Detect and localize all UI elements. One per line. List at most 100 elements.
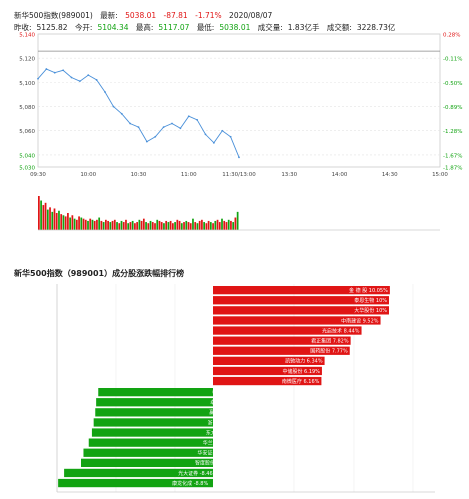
volume-bar xyxy=(93,220,96,230)
volume-bar xyxy=(100,220,103,230)
price-point xyxy=(238,156,240,159)
volume-bar xyxy=(216,219,219,230)
volume-bar xyxy=(109,222,112,230)
gainer-label: 凯驰动力 6.34% xyxy=(285,358,323,365)
volume-bar xyxy=(196,223,199,230)
gainer-label: 泰恩生物 10% xyxy=(354,297,387,304)
x-tick: 10:30 xyxy=(131,172,147,178)
volume-bar xyxy=(225,222,228,230)
volume-bar xyxy=(44,202,47,230)
volume-bar xyxy=(127,223,130,230)
volume-bar xyxy=(91,219,94,230)
gainer-label: 南微医疗 6.16% xyxy=(282,378,320,385)
price-point xyxy=(196,118,199,121)
volume-bar xyxy=(223,220,226,230)
volume-bar xyxy=(180,223,183,230)
volume-bar xyxy=(192,218,194,230)
volume-bar xyxy=(51,211,54,230)
volume-bar xyxy=(71,215,74,230)
loser-label: 赢牌科技 -6.69% xyxy=(209,409,249,416)
prev-close-label: 昨收: xyxy=(14,23,32,32)
y-tick-right: -0.89% xyxy=(443,105,462,111)
price-point xyxy=(70,76,73,79)
volume-bar xyxy=(156,219,159,230)
gainer-label: 金 德 股 10.05% xyxy=(349,287,388,294)
x-tick: 11:00 xyxy=(181,172,197,178)
loser-bar xyxy=(58,478,214,488)
volume-bar xyxy=(84,219,87,230)
x-tick: 13:30 xyxy=(281,172,297,178)
volume-bar xyxy=(58,210,60,230)
gainer-bar xyxy=(213,296,389,305)
gainer-bar xyxy=(213,366,322,376)
latest-value: 5038.01 xyxy=(125,11,157,20)
volume-bar xyxy=(163,223,165,230)
price-point xyxy=(95,79,98,81)
price-point xyxy=(37,77,39,80)
volume-bar xyxy=(205,223,208,230)
loser-bar xyxy=(81,458,213,467)
gainer-label: 国药股份 7.77% xyxy=(310,348,348,355)
volume-bar xyxy=(178,220,181,230)
volume-bar xyxy=(75,219,78,230)
x-tick: 10:00 xyxy=(80,172,96,178)
gainer-bar xyxy=(213,346,350,355)
volume-bar xyxy=(234,217,237,230)
x-tick: 14:30 xyxy=(382,172,398,178)
volume-bar xyxy=(120,220,123,230)
gainer-bar xyxy=(213,356,325,365)
price-point xyxy=(112,105,115,108)
volume-bar xyxy=(64,216,67,230)
latest-label: 最新: xyxy=(100,11,118,20)
loser-bar xyxy=(88,438,213,447)
prev-close-value: 5125.82 xyxy=(36,23,68,32)
plot-frame xyxy=(37,33,441,168)
volume-label: 成交量: xyxy=(257,23,283,32)
volume-bar xyxy=(53,208,56,230)
volume-bar xyxy=(172,223,174,230)
volume-bar xyxy=(212,223,214,230)
loser-label: 中国船舶 -6.52% xyxy=(212,389,252,396)
volume-bar xyxy=(60,214,63,230)
volume-bar xyxy=(122,222,125,230)
volume-bar xyxy=(118,223,121,230)
volume-bar xyxy=(40,200,42,230)
volume-bar xyxy=(151,222,154,230)
y-tick-left: 5,120 xyxy=(19,57,35,63)
price-point xyxy=(212,141,215,144)
loser-label: 卓胜微 -6.64% xyxy=(210,399,245,406)
price-point xyxy=(137,126,140,128)
y-tick-right: 0.28% xyxy=(443,33,460,39)
volume-bar xyxy=(96,219,98,230)
change-value: -87.81 xyxy=(163,11,188,20)
gainer-label: 大华股份 10% xyxy=(354,307,387,314)
volume-bar xyxy=(138,219,141,230)
price-point xyxy=(53,71,56,74)
price-point xyxy=(145,140,148,143)
ranking-chart: 金 德 股 10.05% 泰恩生物 10% 大华股份 10% 中南建设 9.52% 光启… xyxy=(56,284,435,493)
volume-bar xyxy=(129,222,132,230)
volume-bar xyxy=(160,222,163,230)
volume-bar xyxy=(145,222,147,230)
volume-bar xyxy=(89,218,92,230)
loser-label: 华兰生物 -7.06% xyxy=(203,440,243,447)
volume-value: 1.83亿手 xyxy=(287,23,320,32)
volume-bar xyxy=(105,219,107,230)
volume-bar xyxy=(113,219,116,230)
price-point xyxy=(129,122,132,125)
volume-bar xyxy=(167,222,170,230)
volume-bar xyxy=(154,223,156,230)
volume-bar xyxy=(102,222,105,230)
volume-bar xyxy=(201,219,203,230)
volume-bar xyxy=(111,220,114,230)
volume-bar xyxy=(87,220,89,230)
volume-bar xyxy=(107,220,109,230)
x-tick: 15:00 xyxy=(432,172,448,178)
volume-bar xyxy=(131,220,134,230)
loser-bar xyxy=(64,468,213,478)
volume-bar xyxy=(198,220,201,230)
volume-bar xyxy=(142,218,145,230)
volume-bar xyxy=(38,196,40,230)
x-tick: 09:30 xyxy=(30,172,46,178)
price-point xyxy=(78,80,81,83)
